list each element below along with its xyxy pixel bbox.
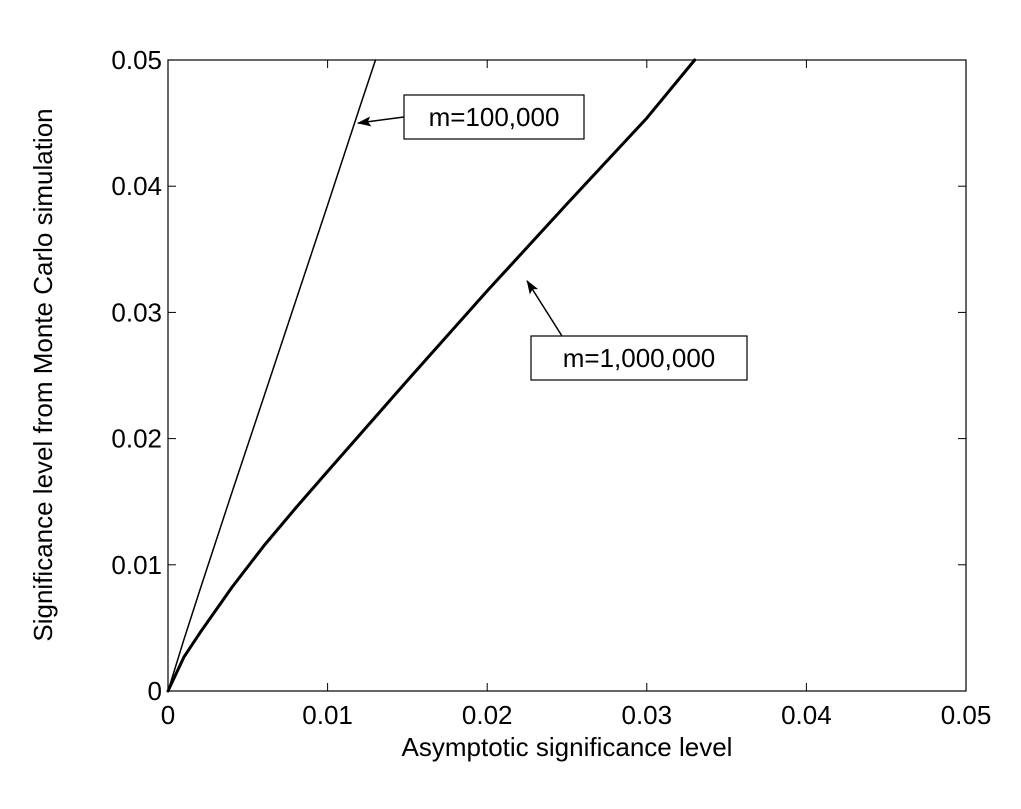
- series-line-2: [166, 58, 697, 693]
- series-line-1: [167, 59, 377, 692]
- x-tick-label: 0.05: [941, 700, 992, 730]
- x-tick-label: 0.02: [462, 700, 513, 730]
- x-axis-label: Asymptotic significance level: [402, 732, 733, 762]
- annotation-arrow: [526, 280, 563, 337]
- annotation-box: [403, 94, 585, 140]
- annotation-label: m=100,000: [429, 102, 560, 132]
- x-tick-label: 0.03: [621, 700, 672, 730]
- y-tick-label: 0.05: [111, 45, 162, 75]
- x-tick-label: 0: [161, 700, 175, 730]
- annotation-label: m=1,000,000: [563, 343, 716, 373]
- annotation-2: m=1,000,000: [526, 280, 748, 381]
- y-tick-label: 0: [148, 676, 162, 706]
- annotation-arrow: [356, 116, 405, 127]
- annotation-1: m=100,000: [356, 94, 585, 140]
- y-tick-label: 0.01: [111, 550, 162, 580]
- y-tick-label: 0.03: [111, 297, 162, 327]
- x-tick-label: 0.04: [781, 700, 832, 730]
- x-tick-label: 0.01: [302, 700, 353, 730]
- y-axis-label: Significance level from Monte Carlo simu…: [28, 108, 58, 641]
- annotation-box: [530, 335, 748, 381]
- y-tick-label: 0.04: [111, 171, 162, 201]
- y-tick-label: 0.02: [111, 424, 162, 454]
